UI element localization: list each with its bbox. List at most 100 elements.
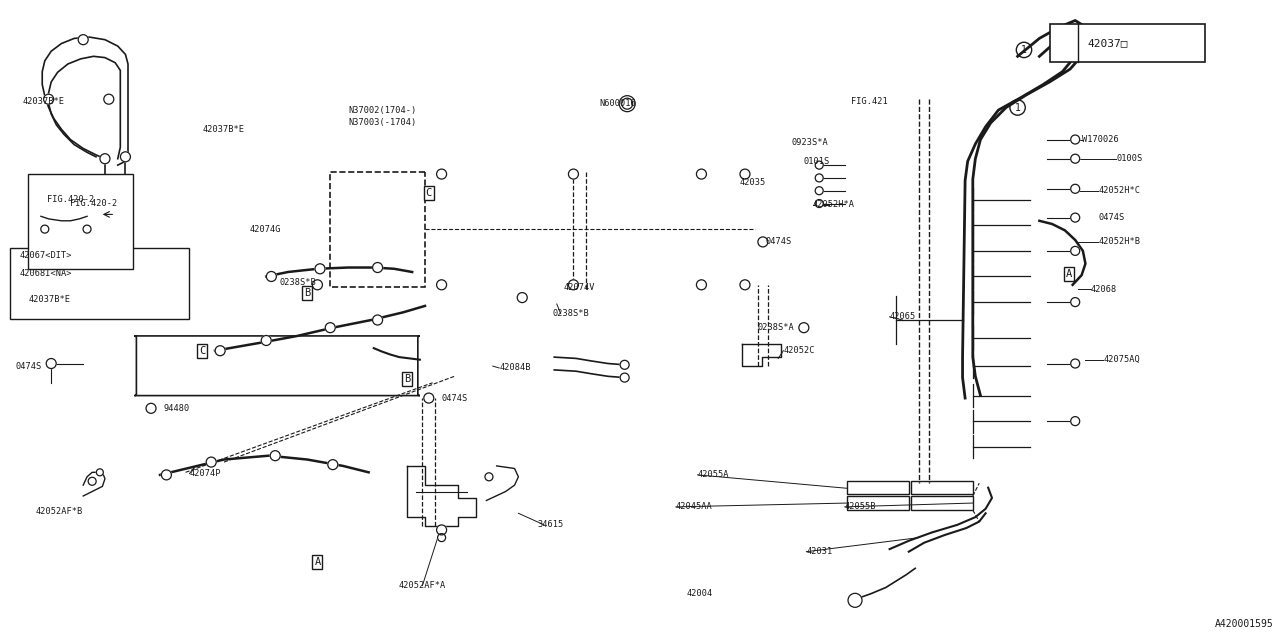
Circle shape (1070, 184, 1080, 193)
Circle shape (436, 169, 447, 179)
FancyBboxPatch shape (1050, 24, 1204, 62)
Circle shape (740, 280, 750, 290)
Text: FIG.420-2: FIG.420-2 (70, 199, 118, 208)
Bar (28, 174, 133, 269)
Text: 1: 1 (1062, 40, 1068, 51)
Text: 42052H*B: 42052H*B (1098, 237, 1140, 246)
Circle shape (815, 187, 823, 195)
Text: C: C (200, 346, 205, 356)
Circle shape (622, 98, 632, 109)
Circle shape (1070, 246, 1080, 255)
Text: A: A (1066, 269, 1071, 279)
Circle shape (46, 358, 56, 369)
Circle shape (78, 35, 88, 45)
Text: 42084B: 42084B (499, 364, 531, 372)
Text: 0101S: 0101S (804, 157, 831, 166)
Text: 0238S*B: 0238S*B (279, 278, 316, 287)
Text: B: B (305, 288, 310, 298)
Text: 42052AF*B: 42052AF*B (36, 508, 83, 516)
Text: 42037B*E: 42037B*E (28, 295, 70, 304)
Text: 42075AQ: 42075AQ (1103, 355, 1140, 364)
Circle shape (438, 534, 445, 541)
Text: 42037B*E: 42037B*E (202, 125, 244, 134)
Circle shape (215, 346, 225, 356)
Circle shape (120, 152, 131, 162)
Text: N37002(1704-): N37002(1704-) (348, 106, 416, 115)
Text: 42065: 42065 (890, 312, 916, 321)
Circle shape (312, 280, 323, 290)
Text: 42045AA: 42045AA (676, 502, 713, 511)
Circle shape (83, 225, 91, 233)
Bar (330, 172, 425, 287)
Circle shape (1070, 213, 1080, 222)
Bar (847, 481, 909, 494)
Circle shape (1070, 417, 1080, 426)
Text: A: A (315, 557, 320, 567)
Text: 0238S*B: 0238S*B (553, 309, 590, 318)
Text: 0923S*A: 0923S*A (791, 138, 828, 147)
Text: N37003(-1704): N37003(-1704) (348, 118, 416, 127)
Circle shape (88, 477, 96, 485)
Circle shape (436, 280, 447, 290)
Text: 0100S: 0100S (1116, 154, 1143, 163)
Circle shape (620, 96, 635, 112)
Circle shape (270, 451, 280, 461)
Circle shape (41, 225, 49, 233)
Circle shape (436, 525, 447, 535)
Circle shape (1070, 359, 1080, 368)
Circle shape (328, 460, 338, 470)
Bar (10, 248, 189, 319)
Bar (911, 481, 973, 494)
Circle shape (1070, 154, 1080, 163)
Text: 42074G: 42074G (250, 225, 282, 234)
Circle shape (815, 174, 823, 182)
Text: 42037B*E: 42037B*E (23, 97, 65, 106)
Text: 42067<DIT>: 42067<DIT> (19, 252, 72, 260)
Text: A420001595: A420001595 (1215, 619, 1274, 629)
Text: 42052H*C: 42052H*C (1098, 186, 1140, 195)
Circle shape (815, 200, 823, 207)
Circle shape (261, 335, 271, 346)
Circle shape (485, 473, 493, 481)
Text: C: C (426, 188, 431, 198)
Text: 42031: 42031 (806, 547, 833, 556)
Circle shape (96, 469, 104, 476)
Circle shape (325, 323, 335, 333)
Circle shape (104, 94, 114, 104)
Text: 0474S: 0474S (15, 362, 42, 371)
Text: FIG.420-2: FIG.420-2 (47, 195, 93, 204)
Text: 0238S*A: 0238S*A (758, 323, 795, 332)
Bar (847, 496, 909, 510)
Text: FIG.421: FIG.421 (851, 97, 888, 106)
Circle shape (372, 315, 383, 325)
Text: 42074P: 42074P (189, 469, 221, 478)
Text: W170026: W170026 (1082, 135, 1119, 144)
Circle shape (161, 470, 172, 480)
Circle shape (424, 393, 434, 403)
Circle shape (1070, 298, 1080, 307)
Circle shape (206, 457, 216, 467)
Text: 42052AF*A: 42052AF*A (399, 581, 445, 590)
Text: 42035: 42035 (740, 178, 767, 187)
Circle shape (740, 169, 750, 179)
Circle shape (44, 94, 54, 104)
Text: 42055A: 42055A (698, 470, 730, 479)
Circle shape (799, 323, 809, 333)
Circle shape (696, 280, 707, 290)
Text: 42068I<NA>: 42068I<NA> (19, 269, 72, 278)
Circle shape (146, 403, 156, 413)
Text: 42068: 42068 (1091, 285, 1117, 294)
Text: 42052H*A: 42052H*A (813, 200, 855, 209)
Circle shape (620, 360, 630, 369)
Text: 42037□: 42037□ (1088, 38, 1128, 49)
Text: 42055B: 42055B (845, 502, 877, 511)
Circle shape (758, 237, 768, 247)
Text: 42074V: 42074V (563, 284, 595, 292)
Text: 0474S: 0474S (1098, 213, 1125, 222)
Text: N600016: N600016 (599, 99, 636, 108)
Text: 42052C: 42052C (783, 346, 815, 355)
Circle shape (372, 262, 383, 273)
Text: B: B (404, 374, 410, 384)
Text: 1: 1 (1021, 45, 1027, 55)
Circle shape (568, 280, 579, 290)
